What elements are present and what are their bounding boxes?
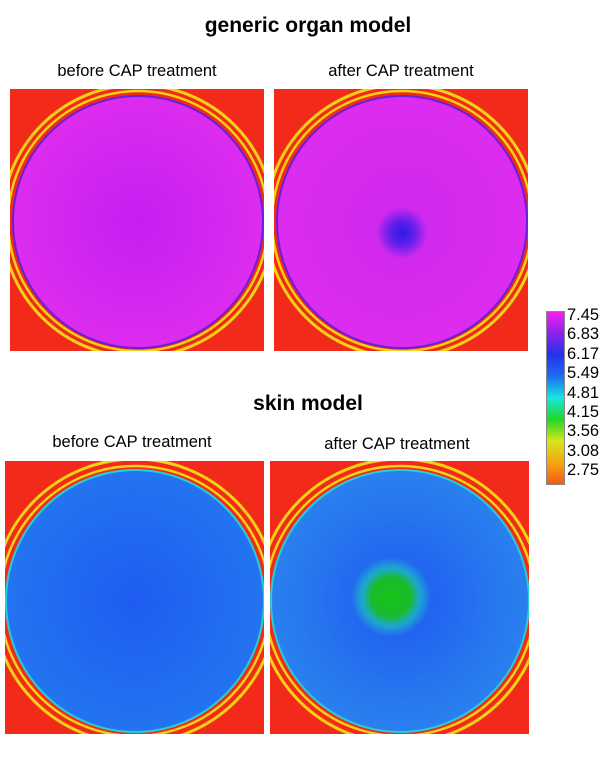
colorbar-tick: 6.83	[567, 325, 600, 344]
skin-after-image	[270, 461, 529, 734]
colorbar-tick: 4.15	[567, 403, 600, 422]
skin-before-dish	[5, 461, 264, 734]
skin-before-label: before CAP treatment	[52, 433, 212, 451]
colorbar-ticks: 7.45 6.83 6.17 5.49 4.81 4.15 3.56 3.08 …	[567, 306, 599, 481]
skin-before-image	[5, 461, 264, 734]
colorbar	[546, 311, 565, 485]
organ-after-image	[274, 89, 528, 351]
organ-before-dish	[10, 89, 264, 351]
organ-before-image	[10, 89, 264, 351]
organ-before-label: before CAP treatment	[57, 62, 217, 80]
colorbar-tick: 3.08	[567, 441, 600, 460]
colorbar-tick: 2.75	[567, 461, 600, 480]
colorbar-tick: 7.45	[567, 306, 600, 324]
skin-model-title: skin model	[253, 392, 363, 415]
organ-model-title: generic organ model	[204, 14, 412, 37]
organ-after-label: after CAP treatment	[328, 62, 474, 80]
colorbar-tick: 6.17	[567, 344, 600, 363]
organ-after-dish	[274, 89, 528, 351]
colorbar-tick: 3.56	[567, 422, 600, 441]
colorbar-tick: 4.81	[567, 383, 600, 402]
skin-after-label: after CAP treatment	[324, 435, 470, 453]
colorbar-tick: 5.49	[567, 364, 600, 383]
skin-after-dish	[270, 461, 529, 734]
